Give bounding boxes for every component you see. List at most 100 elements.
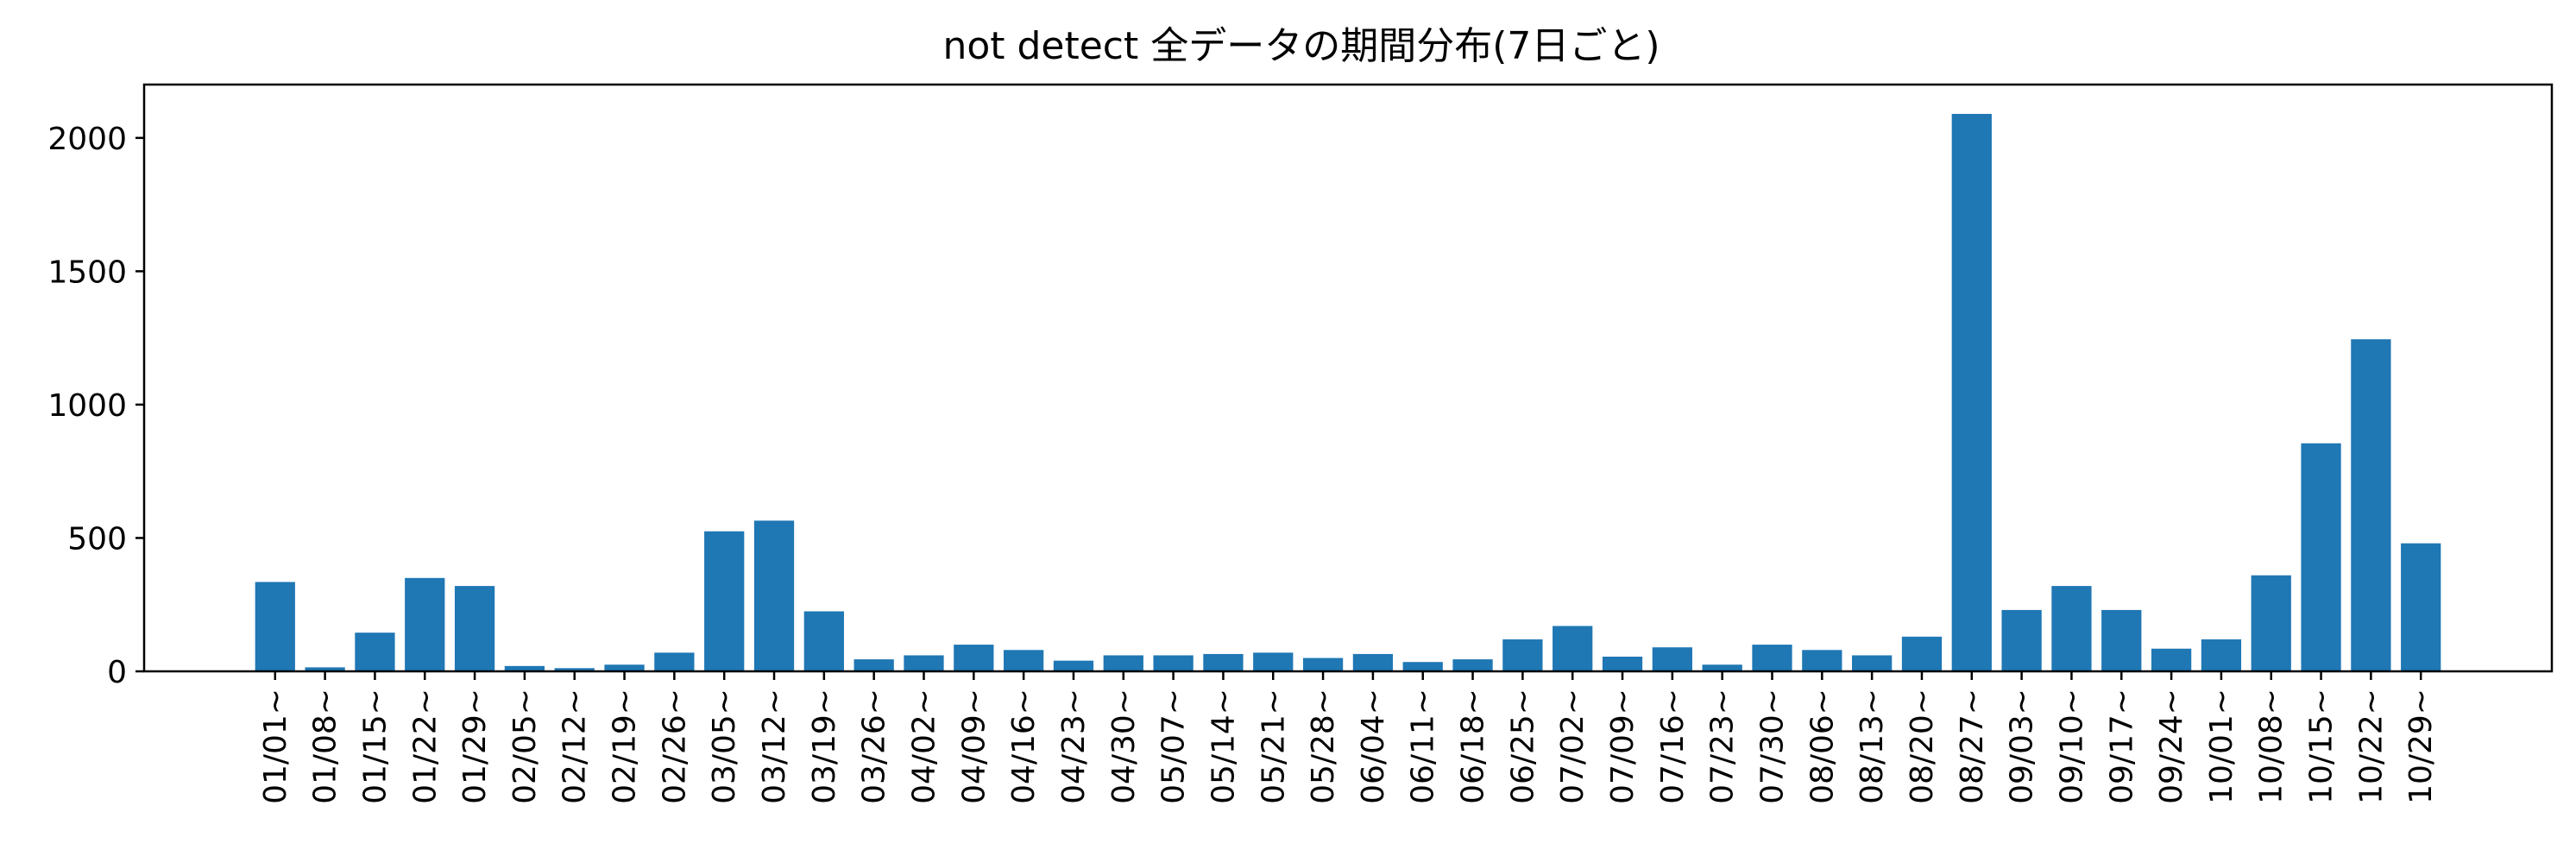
y-axis: 0 500 1000 1500 2000: [47, 122, 144, 690]
bar-09/24~: [2151, 648, 2192, 671]
x-tick-label: 04/23~: [1056, 689, 1092, 804]
x-tick-label: 10/29~: [2403, 689, 2439, 804]
bar-04/09~: [954, 645, 994, 671]
bar-02/12~: [554, 668, 595, 671]
x-tick-label: 03/12~: [757, 689, 792, 804]
bar-01/08~: [305, 667, 345, 671]
bar-01/15~: [355, 633, 395, 671]
bar-05/28~: [1302, 658, 1344, 671]
bar-05/14~: [1203, 653, 1244, 671]
x-tick-label: 04/30~: [1106, 689, 1142, 804]
x-tick-label: 06/04~: [1356, 689, 1391, 804]
bar-01/01~: [255, 582, 295, 671]
bar-04/23~: [1053, 660, 1094, 671]
bar-08/06~: [1802, 650, 1842, 671]
bar-10/29~: [2401, 543, 2441, 671]
bar-08/20~: [1901, 636, 1943, 671]
x-tick-label: 08/27~: [1955, 689, 1990, 804]
bar-09/17~: [2101, 609, 2142, 671]
bar-02/26~: [654, 652, 695, 671]
bar-07/30~: [1752, 645, 1792, 671]
bar-03/12~: [753, 520, 795, 671]
bar-04/16~: [1004, 650, 1044, 671]
bar-02/05~: [504, 665, 545, 671]
x-tick-label: 02/26~: [657, 689, 692, 804]
x-tick-label: 05/21~: [1256, 689, 1291, 804]
x-tick-label: 05/07~: [1156, 689, 1192, 804]
x-tick-label: 03/19~: [807, 689, 842, 804]
x-tick-label: 05/14~: [1206, 689, 1241, 804]
x-tick-label: 09/10~: [2054, 689, 2089, 804]
x-tick-label: 03/26~: [857, 689, 892, 804]
y-tick-label: 500: [67, 521, 127, 557]
bar-05/21~: [1253, 652, 1294, 671]
x-tick-label: 09/17~: [2104, 689, 2139, 804]
x-tick-label: 10/15~: [2304, 689, 2340, 804]
x-tick-label: 08/20~: [1905, 689, 1940, 804]
y-tick-label: 0: [107, 655, 127, 690]
x-tick-label: 02/19~: [608, 689, 643, 804]
x-tick-label: 06/11~: [1406, 689, 1441, 804]
bar-01/29~: [454, 586, 495, 671]
x-tick-label: 01/29~: [457, 689, 493, 804]
x-tick-label: 10/01~: [2204, 689, 2239, 804]
x-tick-label: 01/08~: [308, 689, 343, 804]
bar-06/25~: [1502, 639, 1543, 671]
x-tick-label: 06/25~: [1505, 689, 1540, 804]
x-tick-label: 01/15~: [357, 689, 393, 804]
bar-06/04~: [1352, 653, 1394, 671]
x-tick-label: 04/09~: [956, 689, 992, 804]
bar-08/27~: [1951, 114, 1992, 671]
bar-05/07~: [1153, 655, 1194, 671]
x-tick-label: 07/02~: [1555, 689, 1590, 804]
y-tick-label: 2000: [47, 122, 127, 157]
bar-06/18~: [1452, 659, 1493, 671]
y-tick-label: 1000: [47, 388, 127, 424]
x-tick-label: 10/22~: [2353, 689, 2389, 804]
x-tick-label: 07/16~: [1655, 689, 1691, 804]
bar-09/03~: [2001, 609, 2042, 671]
x-tick-label: 08/06~: [1804, 689, 1840, 804]
x-tick-label: 10/08~: [2254, 689, 2289, 804]
y-tick-label: 1500: [47, 255, 127, 290]
bar-10/01~: [2201, 639, 2242, 671]
bar-04/02~: [904, 655, 944, 671]
x-tick-label: 04/16~: [1006, 689, 1042, 804]
x-tick-label: 07/30~: [1755, 689, 1791, 804]
bar-09/10~: [2051, 586, 2092, 671]
bar-04/30~: [1103, 655, 1143, 671]
bar-10/22~: [2351, 339, 2391, 671]
bar-08/13~: [1852, 655, 1893, 671]
plot-frame: [142, 83, 2554, 673]
x-tick-label: 02/05~: [507, 689, 543, 804]
bar-07/23~: [1702, 664, 1742, 671]
bar-10/15~: [2301, 443, 2341, 671]
bar-06/11~: [1402, 662, 1443, 671]
bar-03/05~: [704, 531, 745, 671]
x-tick-label: 04/02~: [906, 689, 942, 804]
x-tick-label: 02/12~: [557, 689, 593, 804]
bar-07/16~: [1652, 647, 1692, 671]
bar-07/02~: [1553, 626, 1593, 671]
bar-07/09~: [1602, 657, 1643, 671]
x-tick-label: 03/05~: [707, 689, 742, 804]
bar-02/19~: [604, 664, 645, 671]
x-tick-label: 07/23~: [1705, 689, 1741, 804]
bar-01/22~: [405, 577, 445, 671]
x-axis: 01/01~ 01/08~ 01/15~ 01/22~ 01/29~ 02/05~ 02/1…: [258, 671, 2439, 804]
x-tick-label: 09/24~: [2154, 689, 2189, 804]
x-tick-label: 08/13~: [1855, 689, 1890, 804]
chart-title: not detect 全データの期間分布(7日ごと): [942, 24, 1660, 68]
bar-10/08~: [2251, 575, 2291, 671]
x-tick-label: 06/18~: [1456, 689, 1491, 804]
x-tick-label: 05/28~: [1306, 689, 1341, 804]
bar-03/26~: [853, 659, 894, 671]
x-tick-label: 09/03~: [2005, 689, 2040, 804]
x-tick-label: 01/22~: [407, 689, 443, 804]
x-tick-label: 07/09~: [1605, 689, 1641, 804]
bar-03/19~: [803, 611, 844, 671]
bars-group: [255, 114, 2441, 671]
x-tick-label: 01/01~: [258, 689, 293, 804]
